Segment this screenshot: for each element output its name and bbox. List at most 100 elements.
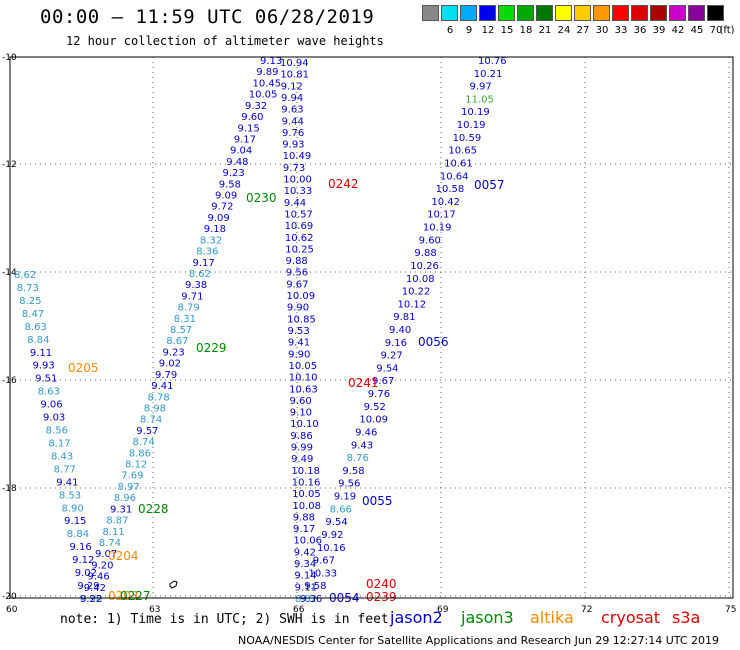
- swh-value: 8.66: [330, 504, 352, 515]
- swh-value: 9.02: [75, 568, 97, 579]
- scale-label: 33: [614, 25, 628, 36]
- swh-value: 9.09: [208, 213, 230, 224]
- pass-time-label: 0057: [474, 178, 505, 192]
- swh-value: 9.16: [69, 542, 91, 553]
- pass-time-label: 0227: [120, 589, 151, 603]
- swh-value: 9.92: [321, 530, 343, 541]
- swh-value: 9.99: [291, 443, 313, 454]
- swh-value: 8.67: [166, 336, 188, 347]
- swh-value: 9.19: [334, 492, 356, 503]
- swh-value: 8.25: [19, 296, 41, 307]
- footnote: note: 1) Time is in UTC; 2) SWH is in fe…: [60, 612, 389, 627]
- swh-value: 8.87: [106, 516, 128, 527]
- swh-value: 8.17: [48, 438, 70, 449]
- swh-value: 10.00: [283, 175, 312, 186]
- swh-value: 9.29: [77, 581, 99, 592]
- swh-value: 8.79: [178, 303, 200, 314]
- swh-value: 10.10: [290, 419, 319, 430]
- swh-value: 9.97: [470, 82, 492, 93]
- swh-value: 9.17: [234, 134, 256, 145]
- swh-value: 9.81: [393, 312, 415, 323]
- swh-value: 9.56: [286, 268, 308, 279]
- scale-swatch: [536, 5, 553, 21]
- swh-value: 9.41: [288, 338, 310, 349]
- swh-value: 10.19: [423, 223, 452, 234]
- swh-value: 9.31: [110, 504, 132, 515]
- pass-time-label: 0055: [362, 494, 393, 508]
- swh-value: 8.53: [59, 490, 81, 501]
- pass-time-label: 0204: [108, 549, 139, 563]
- swh-value: 9.43: [351, 440, 373, 451]
- scale-label: 70: [709, 25, 723, 36]
- swh-value: 9.18: [204, 224, 226, 235]
- swh-value: 8.73: [17, 283, 39, 294]
- swh-value: 9.58: [304, 581, 326, 592]
- swh-value: 8.36: [196, 247, 218, 258]
- satellite-legend-item: cryosat: [601, 608, 661, 627]
- swh-value: 9.34: [294, 559, 316, 570]
- track-c: 10.9410.819.129.949.639.449.769.9310.499…: [280, 58, 322, 605]
- swh-value: 8.74: [133, 437, 155, 448]
- swh-value: 9.11: [295, 582, 317, 593]
- swh-value: 9.17: [293, 524, 315, 535]
- island-shape: [169, 580, 178, 589]
- axis-labels: -10 -12 -14 -16 -18 -20 60 63 66 69 72 75: [2, 53, 736, 615]
- lat-label: -18: [2, 484, 17, 494]
- pass-time-label: 0240: [366, 577, 397, 591]
- swh-value: 10.26: [410, 261, 439, 272]
- swh-value: 9.67: [286, 279, 308, 290]
- swh-value: 10.85: [287, 314, 316, 325]
- swh-value: 8.57: [170, 325, 192, 336]
- scale-label: 27: [576, 25, 590, 36]
- swh-value: 9.46: [355, 427, 377, 438]
- swh-value: 10.62: [285, 233, 314, 244]
- swh-value: 9.67: [372, 376, 394, 387]
- scale-label: 30: [595, 25, 609, 36]
- scale-swatch: [707, 5, 724, 21]
- swh-value: 9.36: [300, 594, 322, 605]
- pass-time-labels: 0230 0242 0057 0229 0056 0205 0241 0228 0055 0204…: [68, 177, 505, 605]
- swh-value: 9.93: [32, 361, 54, 372]
- swh-value: 9.88: [414, 248, 436, 259]
- swh-value: 9.86: [290, 431, 312, 442]
- swh-value: 9.90: [288, 349, 310, 360]
- swh-value: 8.12: [125, 460, 147, 471]
- swh-value: 9.63: [281, 105, 303, 116]
- swh-value: 10.05: [249, 90, 278, 101]
- swh-value: 10.49: [283, 151, 312, 162]
- scale-swatch: [498, 5, 515, 21]
- swh-value: 9.54: [325, 517, 347, 528]
- altimeter-tracks: 8.62 8.73 8.25 8.47 8.63 8.84 9.11 9.93 9.51 8.63…: [14, 56, 507, 605]
- swh-value: 9.07: [95, 549, 117, 560]
- swh-value: 10.16: [292, 477, 321, 488]
- swh-value: 10.94: [280, 58, 309, 69]
- swh-value: 8.96: [114, 493, 136, 504]
- scale-swatch: [593, 5, 610, 21]
- swh-value: 8.62: [14, 270, 36, 281]
- swh-value: 9.38: [185, 280, 207, 291]
- swh-value: 9.94: [281, 93, 303, 104]
- track-b: 9.139.8910.4510.059.329.609.159.179.049.…: [80, 56, 282, 605]
- scale-swatch: [631, 5, 648, 21]
- swh-value: 9.90: [287, 303, 309, 314]
- swh-value: 9.23: [223, 168, 245, 179]
- scale-swatch: [422, 5, 439, 21]
- swh-value: 10.10: [289, 373, 318, 384]
- swh-value: 9.32: [245, 101, 267, 112]
- map-frame: [9, 56, 734, 599]
- swh-value: 10.58: [436, 184, 465, 195]
- swh-value: 10.61: [444, 158, 473, 169]
- swh-value: 8.74: [140, 415, 162, 426]
- scale-swatch: [460, 5, 477, 21]
- swh-value: 9.51: [35, 374, 57, 385]
- pass-time-label: 0229: [196, 341, 227, 355]
- swh-value: 9.03: [43, 413, 65, 424]
- swh-value: 9.41: [151, 381, 173, 392]
- swh-value: 9.49: [291, 454, 313, 465]
- swh-value: 9.67: [313, 556, 335, 567]
- swh-value: 10.08: [292, 501, 321, 512]
- swh-value: 10.05: [292, 489, 321, 500]
- scale-label: 12: [481, 25, 495, 36]
- swh-value: 9.60: [241, 112, 263, 123]
- lat-label: -12: [2, 160, 17, 170]
